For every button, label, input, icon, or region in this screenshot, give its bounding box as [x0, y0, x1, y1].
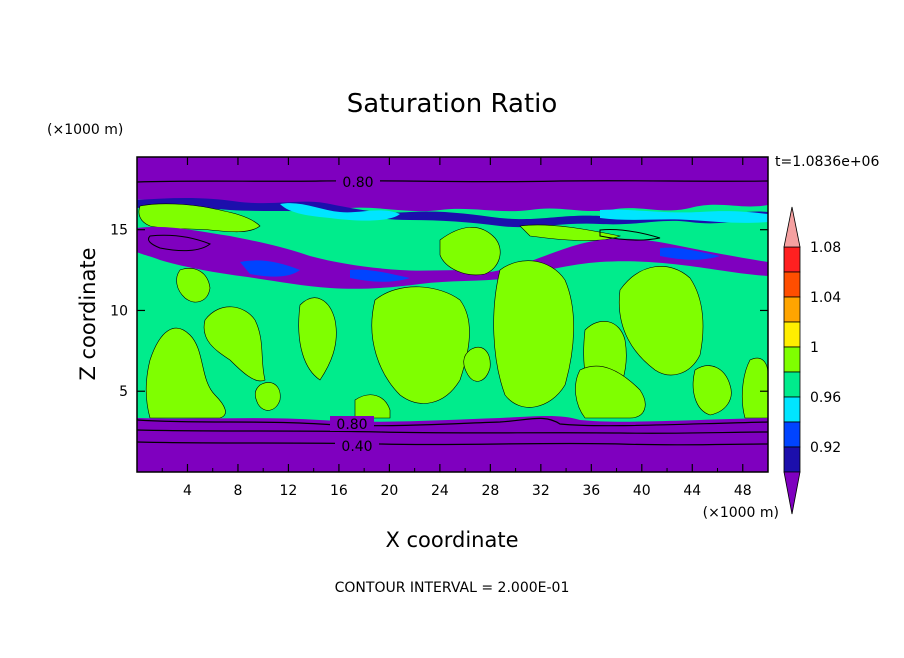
contour-line-080-upper: [137, 180, 768, 183]
colorbar-level-label: 0.92: [810, 440, 841, 456]
x-tick-label: 8: [233, 483, 242, 499]
colorbar-top-triangle: [783, 206, 801, 248]
colorbar-swatch: [783, 446, 801, 473]
x-axis-ticks: 4 8 12 16 20 24 28 32 36 40 44 48: [161, 157, 752, 499]
colorbar: 0.92 0.96 1 1.04 1.08: [783, 206, 841, 515]
y-axis-ticks: 5 10 15: [110, 223, 768, 400]
x-axis-title: X coordinate: [385, 528, 518, 552]
x-axis-unit: (×1000 m): [703, 505, 779, 521]
colorbar-swatch: [783, 321, 801, 348]
colorbar-swatch: [783, 271, 801, 298]
x-tick-label: 32: [532, 483, 550, 499]
x-tick-label: 28: [481, 483, 499, 499]
y-axis-unit: (×1000 m): [47, 122, 123, 138]
contour-line-040-lower: [137, 441, 768, 446]
contour-label-lower-080: 0.80: [336, 417, 367, 433]
colorbar-swatch: [783, 371, 801, 398]
x-tick-label: 36: [582, 483, 600, 499]
middle-dry-band: [137, 226, 768, 289]
y-tick-label: 15: [110, 223, 128, 239]
contour-field: [137, 157, 768, 472]
contour-line-060-lower: [137, 429, 768, 434]
contour-label-upper: 0.80: [342, 175, 373, 191]
x-tick-label: 4: [183, 483, 192, 499]
colorbar-swatch: [783, 396, 801, 423]
colorbar-bottom-triangle: [783, 471, 801, 515]
contour-interval-footer: CONTOUR INTERVAL = 2.000E-01: [335, 580, 570, 596]
time-label: t=1.0836e+06: [775, 154, 879, 170]
upper-green-patches: [138, 203, 622, 241]
plot-frame: [136, 156, 769, 473]
contour-label-bg-lower-040: [335, 438, 379, 453]
x-tick-label: 16: [330, 483, 348, 499]
contour-label-bg-lower-080: [330, 416, 374, 431]
x-tick-label: 48: [734, 483, 752, 499]
colorbar-swatch: [783, 296, 801, 323]
colorbar-level-label: 0.96: [810, 390, 841, 406]
colorbar-swatch: [783, 346, 801, 373]
contour-label-lower-040: 0.40: [341, 439, 372, 455]
colorbar-swatch: [783, 246, 801, 273]
upper-dry-layer: [137, 157, 768, 212]
y-tick-label: 5: [119, 384, 128, 400]
x-tick-label: 44: [683, 483, 701, 499]
upper-cyan-patches: [280, 203, 768, 223]
middle-band-contours: [147, 229, 661, 252]
x-tick-label: 12: [280, 483, 298, 499]
x-tick-label: 20: [380, 483, 398, 499]
x-tick-label: 40: [633, 483, 651, 499]
cloud-blobs: [145, 227, 768, 419]
contour-label-bg-upper: [336, 173, 380, 189]
contour-line-080-lower: [137, 417, 768, 427]
colorbar-swatch: [783, 421, 801, 448]
colorbar-level-label: 1: [810, 340, 819, 356]
middle-blue-patches: [240, 247, 720, 282]
chart-title: Saturation Ratio: [347, 89, 558, 119]
colorbar-level-label: 1.08: [810, 240, 841, 256]
y-axis-title: Z coordinate: [76, 247, 100, 380]
x-tick-label: 24: [431, 483, 449, 499]
y-tick-label: 10: [110, 303, 128, 319]
colorbar-level-label: 1.04: [810, 290, 841, 306]
